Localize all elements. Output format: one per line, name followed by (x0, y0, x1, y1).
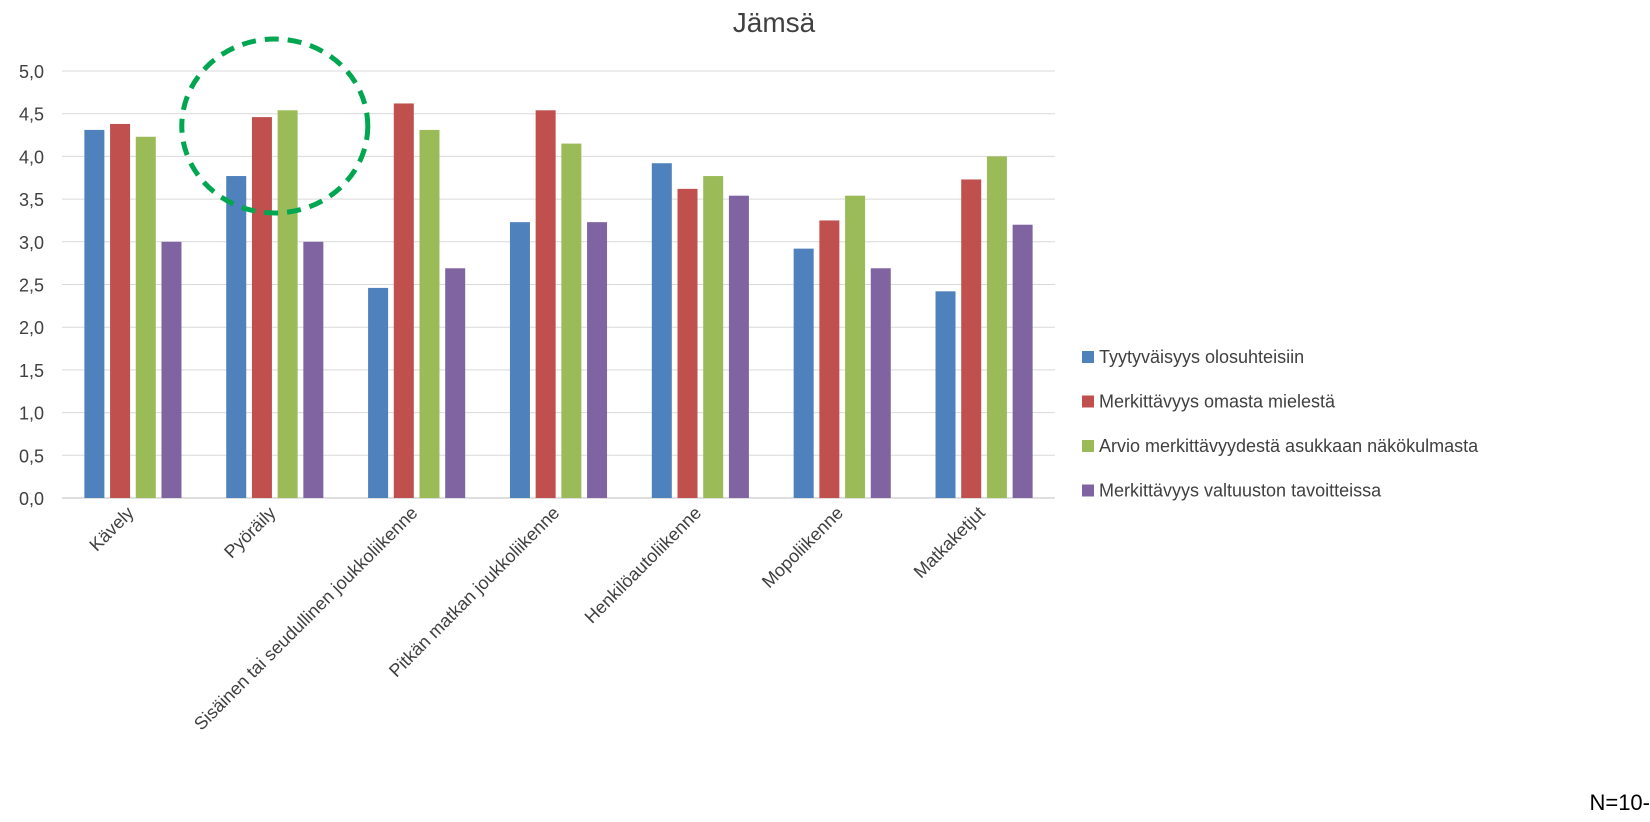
y-tick-label: 2,0 (19, 318, 44, 338)
y-tick-label: 0,5 (19, 446, 44, 466)
bar (161, 241, 182, 499)
legend-swatch (1082, 395, 1094, 408)
y-tick-label: 0,0 (19, 489, 44, 509)
legend-label: Arvio merkittävyydestä asukkaan näkökulm… (1099, 436, 1479, 456)
y-tick-label: 5,0 (19, 62, 44, 82)
bar (135, 136, 156, 498)
y-tick-label: 3,5 (19, 190, 44, 210)
bar (703, 176, 724, 499)
sample-size-note: N=10- (1589, 790, 1650, 815)
y-tick-label: 4,5 (19, 105, 44, 125)
x-tick-label: Pyöräily (220, 503, 279, 562)
legend-swatch (1082, 440, 1094, 452)
y-tick-label: 2,5 (19, 276, 44, 296)
grid-lines (62, 70, 1055, 499)
bar (393, 103, 414, 499)
bar (226, 176, 247, 499)
bar (793, 248, 814, 498)
bars (84, 103, 1033, 499)
bar (961, 179, 982, 498)
x-tick-label: Mopoliikenne (758, 503, 847, 592)
bar (368, 287, 389, 498)
bar (303, 241, 324, 499)
y-tick-label: 3,0 (19, 233, 44, 253)
bar (870, 268, 891, 498)
bar (935, 291, 956, 498)
bar (651, 163, 672, 498)
bar (84, 129, 105, 498)
bar (728, 195, 749, 498)
bar (535, 110, 556, 498)
y-tick-label: 1,0 (19, 404, 44, 424)
highlight-circle (179, 36, 371, 216)
x-tick-label: Matkaketjut (910, 503, 989, 582)
annotation (179, 36, 371, 216)
bar (509, 222, 530, 498)
y-tick-label: 1,5 (19, 361, 44, 381)
bar (986, 156, 1007, 498)
bar (587, 222, 608, 498)
bar (419, 129, 440, 498)
bar (1012, 224, 1033, 498)
bar (445, 268, 466, 498)
bar (561, 143, 582, 498)
chart-title: Jämsä (733, 7, 816, 38)
legend-label: Tyytyväisyys olosuhteisiin (1099, 347, 1304, 367)
bar (251, 117, 272, 498)
x-tick-label: Kävely (85, 503, 137, 555)
legend-swatch (1082, 351, 1094, 363)
legend-swatch (1082, 484, 1094, 497)
legend: Tyytyväisyys olosuhteisiin Merkittävyys o… (1082, 347, 1479, 501)
y-tick-label: 4,0 (19, 147, 44, 167)
bar (110, 123, 131, 498)
bar (277, 110, 298, 498)
bar (819, 220, 840, 498)
legend-label: Merkittävyys omasta mielestä (1099, 392, 1336, 412)
bar (677, 188, 698, 499)
bar (845, 195, 866, 498)
x-tick-label: Henkilöautoliikenne (581, 503, 706, 628)
legend-label: Merkittävyys valtuuston tavoitteissa (1099, 481, 1382, 501)
x-tick-label: Sisäinen tai seudullinen joukkoliikenne (190, 503, 421, 734)
x-tick-label: Pitkän matkan joukkoliikenne (385, 503, 563, 681)
